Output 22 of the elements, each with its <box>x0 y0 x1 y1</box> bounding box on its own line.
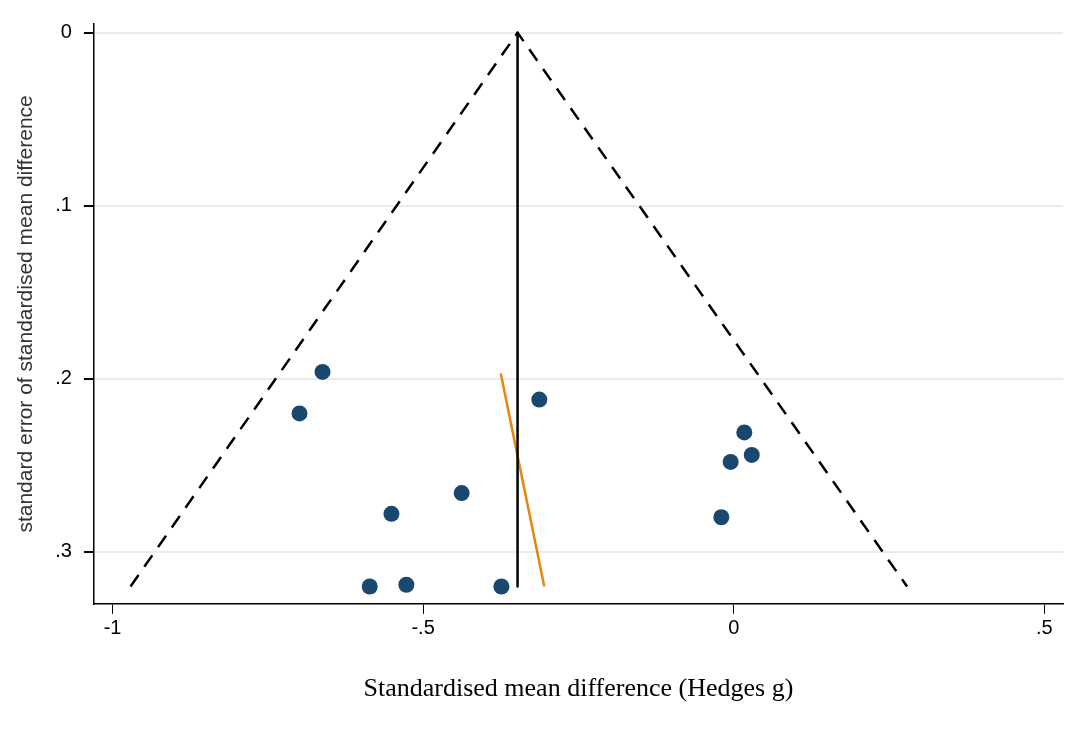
y-tick-label: .1 <box>55 193 72 216</box>
y-tick-label: .2 <box>55 366 72 389</box>
point <box>493 578 510 595</box>
point <box>736 424 753 441</box>
x-tick-label: .5 <box>1036 616 1053 639</box>
y-axis-title: standard error of standardised mean difference <box>13 95 37 533</box>
point <box>383 505 400 522</box>
point <box>722 453 739 470</box>
y-tick-label: .3 <box>55 539 72 562</box>
y-tick-label: 0 <box>60 20 72 43</box>
x-tick-label: -1 <box>103 616 122 639</box>
point <box>743 446 760 463</box>
point <box>361 578 378 595</box>
point <box>531 391 548 408</box>
point <box>713 509 730 526</box>
x-tick-label: 0 <box>728 616 740 639</box>
point <box>291 405 308 422</box>
point <box>453 485 470 502</box>
point <box>314 363 331 380</box>
x-tick-label: -.5 <box>411 616 435 639</box>
point <box>398 576 415 593</box>
x-axis-title: Standardised mean difference (Hedges g) <box>363 673 794 703</box>
